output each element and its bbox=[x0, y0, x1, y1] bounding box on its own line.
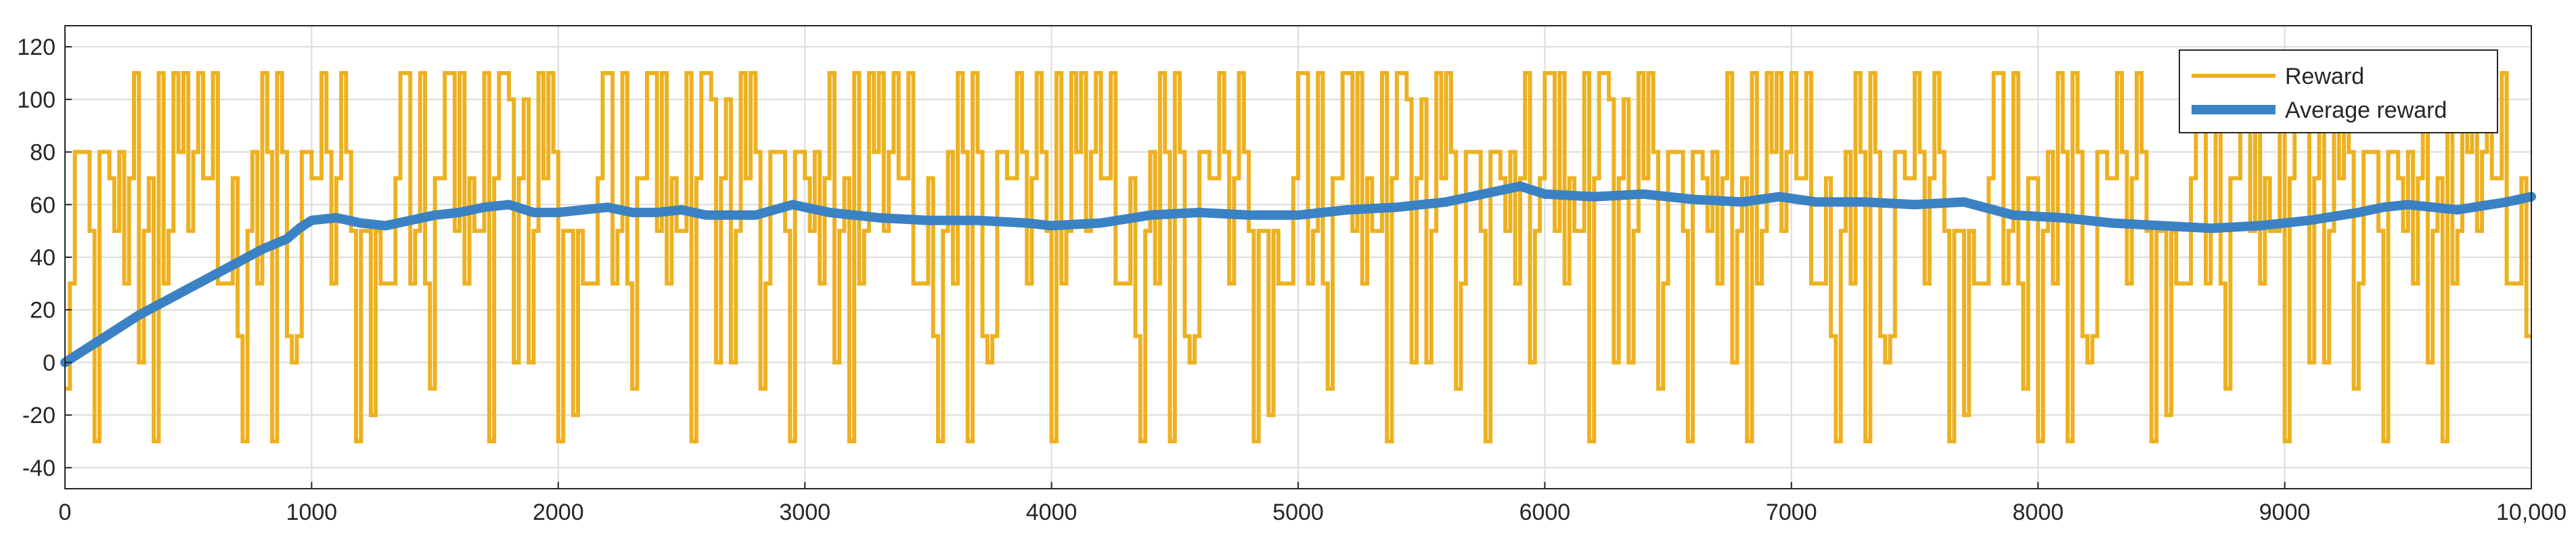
legend-box bbox=[2179, 49, 2498, 133]
x-tick-label: 1000 bbox=[286, 500, 338, 525]
y-tick-label: 40 bbox=[30, 245, 55, 271]
average-reward-line bbox=[60, 181, 2536, 368]
y-tick-label: 80 bbox=[30, 140, 55, 166]
x-tick-label: 3000 bbox=[779, 500, 830, 525]
legend-label: Reward bbox=[2285, 64, 2364, 89]
x-tick-label: 6000 bbox=[1519, 500, 1571, 525]
x-tick-label: 7000 bbox=[1766, 500, 1817, 525]
y-tick-label: -20 bbox=[22, 403, 55, 428]
legend-label: Average reward bbox=[2285, 97, 2447, 123]
series-average-reward bbox=[60, 181, 2536, 368]
x-tick-label: 10,000 bbox=[2496, 500, 2567, 525]
x-tick-label: 4000 bbox=[1026, 500, 1078, 525]
x-tick-label: 0 bbox=[59, 500, 72, 525]
y-tick-label: 100 bbox=[17, 87, 55, 113]
y-tick-label: 20 bbox=[30, 298, 55, 324]
axis-ticks: 0 1000 2000 3000 4000 5000 6000 7000 8000 9000 10,… bbox=[17, 35, 2567, 525]
y-tick-label: 60 bbox=[30, 192, 55, 218]
x-tick-label: 2000 bbox=[533, 500, 584, 525]
reward-line bbox=[65, 71, 2531, 443]
series-reward bbox=[65, 71, 2531, 443]
y-tick-label: 0 bbox=[43, 350, 55, 376]
x-tick-label: 5000 bbox=[1272, 500, 1324, 525]
x-tick-label: 8000 bbox=[2012, 500, 2064, 525]
x-tick-label: 9000 bbox=[2259, 500, 2311, 525]
legend: Reward Average reward bbox=[2179, 49, 2498, 133]
y-tick-label: 120 bbox=[17, 35, 55, 60]
y-tick-label: -40 bbox=[22, 456, 55, 481]
